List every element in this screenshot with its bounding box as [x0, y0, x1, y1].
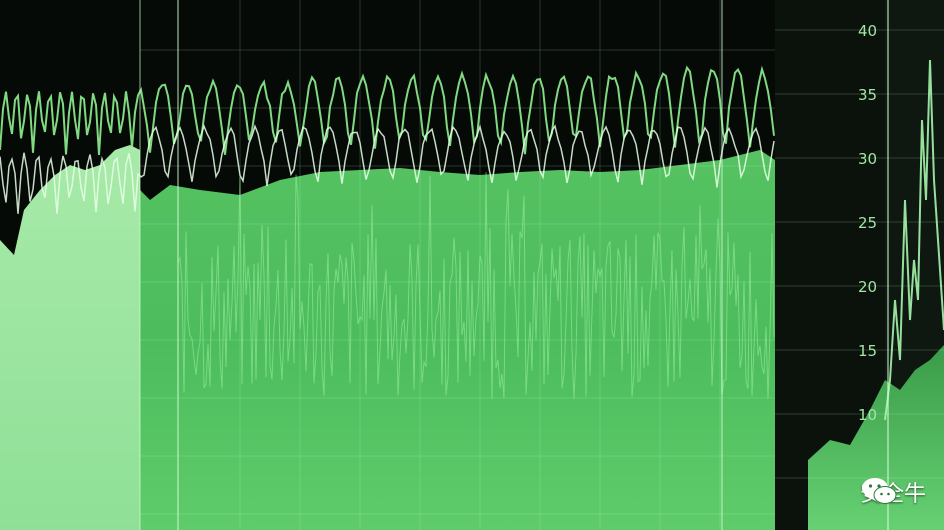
noise-spikes: [177, 172, 775, 400]
outer-waveform: [0, 65, 775, 155]
watermark: 安全牛: [860, 476, 926, 508]
axis-tick: 15: [858, 342, 877, 360]
axis-tick: 35: [858, 86, 877, 104]
right-green-area: [808, 345, 944, 530]
axis-tick: 40: [858, 22, 877, 40]
inner-waveform: [0, 123, 775, 214]
axis-tick: 10: [858, 406, 877, 424]
left-pale-area: [0, 145, 140, 530]
axis-tick: 30: [858, 150, 877, 168]
right-axis: 40 35 30 25 20 15 10: [858, 22, 877, 424]
axis-tick: 20: [858, 278, 877, 296]
axis-tick: 25: [858, 214, 877, 232]
right-spike-waveform: [884, 59, 944, 421]
wechat-icon: [861, 478, 897, 504]
